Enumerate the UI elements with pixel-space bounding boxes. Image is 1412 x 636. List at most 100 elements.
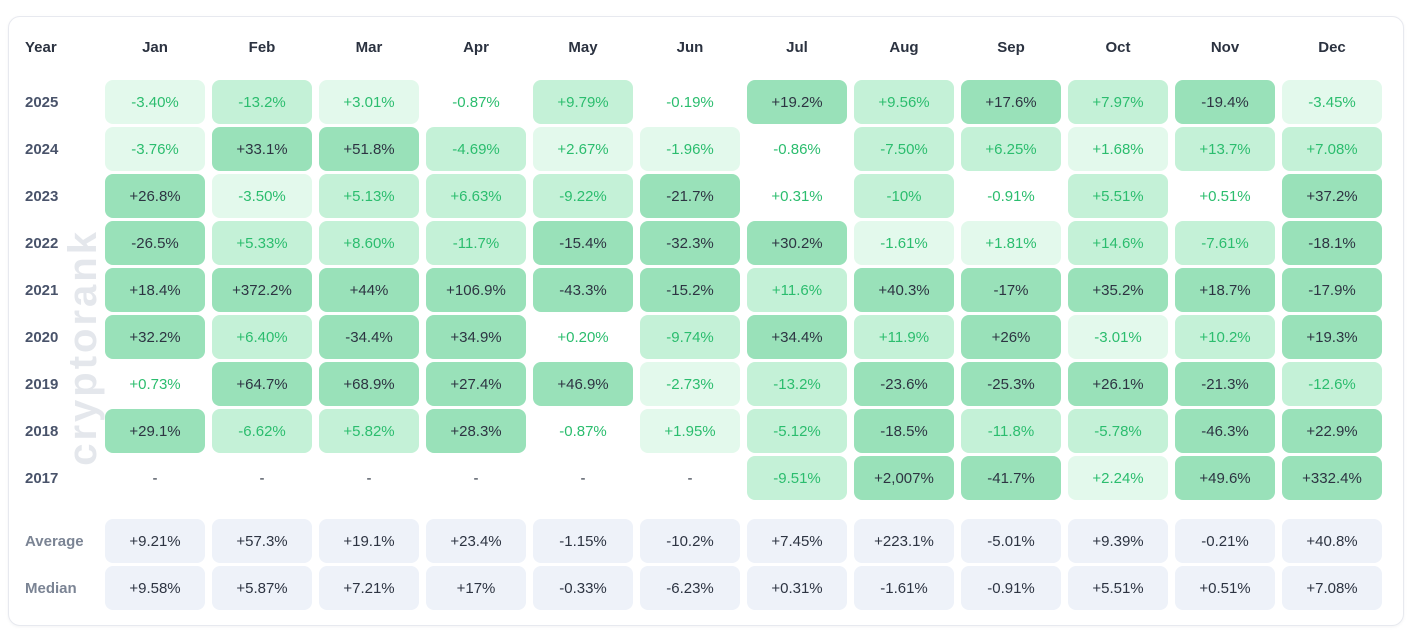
- column-header-month-jan: Jan: [142, 38, 168, 56]
- table-row-2019: 2019 +0.73% +64.7% +68.9% +27.4% +46.9% -2.73%…: [25, 362, 1387, 406]
- return-cell: +3.01%: [319, 80, 419, 124]
- return-cell: +14.6%: [1068, 221, 1168, 265]
- return-cell: +10.2%: [1175, 315, 1275, 359]
- return-cell: +40.3%: [854, 268, 954, 312]
- return-cell: +1.68%: [1068, 127, 1168, 171]
- return-cell: -46.3%: [1175, 409, 1275, 453]
- summary-cell: +9.21%: [105, 519, 205, 563]
- return-cell: +33.1%: [212, 127, 312, 171]
- return-cell: +1.95%: [640, 409, 740, 453]
- return-cell: -25.3%: [961, 362, 1061, 406]
- return-cell: -0.87%: [559, 422, 607, 440]
- return-cell: -11.7%: [426, 221, 526, 265]
- return-cell: -: [366, 469, 372, 487]
- column-header-month-feb: Feb: [248, 38, 276, 56]
- return-cell: -: [580, 469, 586, 487]
- summary-cell: -10.2%: [640, 519, 740, 563]
- return-cell: -23.6%: [854, 362, 954, 406]
- summary-cell: +17%: [426, 566, 526, 610]
- return-cell: +29.1%: [105, 409, 205, 453]
- column-header-month-sep: Sep: [997, 38, 1025, 56]
- return-cell: -21.7%: [640, 174, 740, 218]
- return-cell: +0.73%: [129, 375, 181, 393]
- summary-cell: +7.21%: [319, 566, 419, 610]
- return-cell: +2.24%: [1068, 456, 1168, 500]
- return-cell: -0.91%: [987, 187, 1035, 205]
- return-cell: -13.2%: [747, 362, 847, 406]
- summary-cell: +23.4%: [426, 519, 526, 563]
- return-cell: -2.73%: [640, 362, 740, 406]
- summary-label: Median: [25, 579, 77, 597]
- return-cell: -5.78%: [1068, 409, 1168, 453]
- return-cell: -: [473, 469, 479, 487]
- return-cell: -15.4%: [533, 221, 633, 265]
- return-cell: +6.63%: [426, 174, 526, 218]
- summary-cell: +0.31%: [747, 566, 847, 610]
- column-header-month-dec: Dec: [1318, 38, 1346, 56]
- table-row-2024: 2024 -3.76% +33.1% +51.8% -4.69% +2.67% -1.96%…: [25, 127, 1387, 171]
- summary-cell: +57.3%: [212, 519, 312, 563]
- year-label: 2025: [25, 93, 59, 111]
- return-cell: +332.4%: [1282, 456, 1382, 500]
- return-cell: -32.3%: [640, 221, 740, 265]
- summary-row-median: Median +9.58% +5.87% +7.21% +17% -0.33% -6.23%…: [25, 566, 1387, 610]
- column-header-month-may: May: [568, 38, 598, 56]
- year-label: 2020: [25, 328, 59, 346]
- return-cell: +0.20%: [557, 328, 609, 346]
- return-cell: +34.9%: [426, 315, 526, 359]
- return-cell: +27.4%: [426, 362, 526, 406]
- return-cell: +9.79%: [533, 80, 633, 124]
- monthly-returns-card: cryptorank Year Jan Feb Mar Apr May Jun Jul Aug…: [8, 16, 1404, 626]
- return-cell: -: [259, 469, 265, 487]
- return-cell: -17.9%: [1282, 268, 1382, 312]
- return-cell: +11.9%: [854, 315, 954, 359]
- return-cell: +35.2%: [1068, 268, 1168, 312]
- column-header-month-oct: Oct: [1105, 38, 1131, 56]
- return-cell: +26%: [961, 315, 1061, 359]
- return-cell: +30.2%: [747, 221, 847, 265]
- return-cell: +26.8%: [105, 174, 205, 218]
- return-cell: +11.6%: [747, 268, 847, 312]
- year-label: 2017: [25, 469, 59, 487]
- return-cell: +7.97%: [1068, 80, 1168, 124]
- summary-cell: -0.91%: [961, 566, 1061, 610]
- return-cell: -7.61%: [1175, 221, 1275, 265]
- return-cell: +34.4%: [747, 315, 847, 359]
- return-cell: -3.50%: [212, 174, 312, 218]
- column-header-year: Year: [25, 38, 57, 56]
- table-header-row: Year Jan Feb Mar Apr May Jun Jul Aug Sep Oct Nov De…: [25, 25, 1387, 69]
- return-cell: +13.7%: [1175, 127, 1275, 171]
- return-cell: +8.60%: [319, 221, 419, 265]
- return-cell: -0.19%: [666, 93, 714, 111]
- summary-cell: +5.87%: [212, 566, 312, 610]
- year-label: 2019: [25, 375, 59, 393]
- return-cell: +6.40%: [212, 315, 312, 359]
- year-label: 2023: [25, 187, 59, 205]
- return-cell: +5.13%: [319, 174, 419, 218]
- return-cell: -1.96%: [640, 127, 740, 171]
- summary-row-average: Average +9.21% +57.3% +19.1% +23.4% -1.15% -10…: [25, 519, 1387, 563]
- return-cell: -3.01%: [1068, 315, 1168, 359]
- return-cell: -13.2%: [212, 80, 312, 124]
- return-cell: +68.9%: [319, 362, 419, 406]
- return-cell: +5.82%: [319, 409, 419, 453]
- return-cell: +46.9%: [533, 362, 633, 406]
- return-cell: +37.2%: [1282, 174, 1382, 218]
- return-cell: +9.56%: [854, 80, 954, 124]
- column-header-month-jun: Jun: [676, 38, 704, 56]
- column-header-month-aug: Aug: [889, 38, 919, 56]
- return-cell: -0.86%: [773, 140, 821, 158]
- return-cell: -4.69%: [426, 127, 526, 171]
- return-cell: +18.7%: [1175, 268, 1275, 312]
- return-cell: -3.76%: [105, 127, 205, 171]
- return-cell: -6.62%: [212, 409, 312, 453]
- table-row-2018: 2018 +29.1% -6.62% +5.82% +28.3% -0.87% +1.95%…: [25, 409, 1387, 453]
- column-header-month-mar: Mar: [355, 38, 383, 56]
- return-cell: +2.67%: [533, 127, 633, 171]
- return-cell: +19.2%: [747, 80, 847, 124]
- return-cell: +5.51%: [1068, 174, 1168, 218]
- return-cell: -9.51%: [747, 456, 847, 500]
- summary-cell: +223.1%: [854, 519, 954, 563]
- return-cell: -7.50%: [854, 127, 954, 171]
- return-cell: -9.22%: [533, 174, 633, 218]
